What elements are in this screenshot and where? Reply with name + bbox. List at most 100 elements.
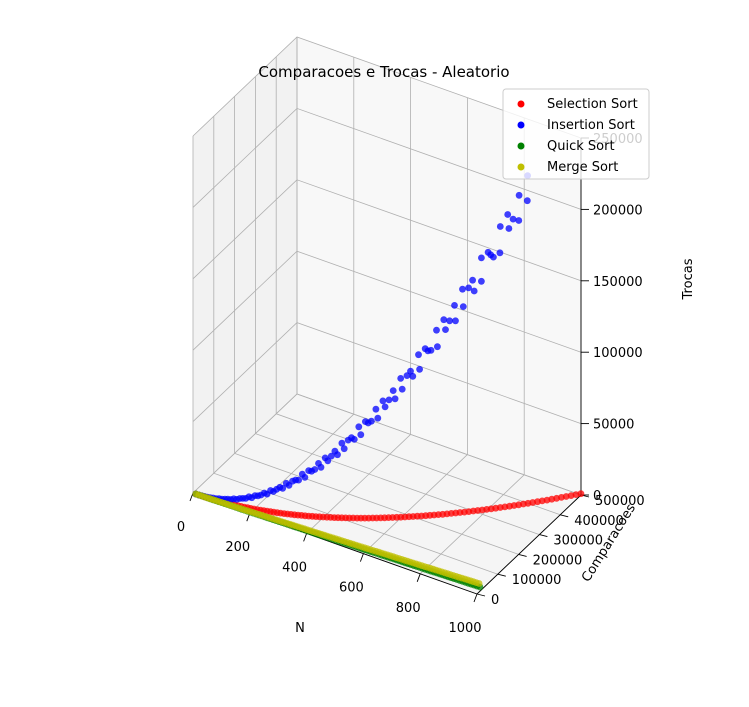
data-point xyxy=(372,405,380,413)
data-point xyxy=(385,396,393,404)
y-tick-label: 100000 xyxy=(512,573,562,588)
data-point xyxy=(440,316,448,324)
y-tick-mark xyxy=(497,573,506,577)
z-tick-label: 200000 xyxy=(593,203,643,218)
data-point xyxy=(505,225,513,232)
data-point xyxy=(446,317,453,325)
data-point xyxy=(279,484,287,492)
data-point xyxy=(478,277,485,285)
data-point xyxy=(523,197,531,205)
z-tick-label: 50000 xyxy=(593,418,634,433)
y-tick-mark xyxy=(518,553,527,557)
grid-line-z xyxy=(192,36,582,139)
legend-marker-selection-sort xyxy=(517,100,525,108)
data-point xyxy=(350,436,358,443)
y-tick-label: 200000 xyxy=(533,553,583,568)
data-point xyxy=(355,423,363,431)
chart-title: Comparacoes e Trocas - Aleatorio xyxy=(258,63,509,81)
legend-marker-quick-sort xyxy=(517,142,525,150)
data-point xyxy=(301,474,309,481)
legend-label-insertion-sort: Insertion Sort xyxy=(547,118,635,133)
data-point xyxy=(374,414,382,422)
x-tick-label: 200 xyxy=(225,540,250,555)
data-point xyxy=(496,223,504,230)
data-point xyxy=(459,285,466,293)
x-tick-label: 400 xyxy=(282,560,307,575)
data-point xyxy=(338,439,346,447)
data-point xyxy=(379,397,387,405)
data-point xyxy=(459,303,467,310)
z-tick-label: 150000 xyxy=(593,275,643,290)
x-tick-label: 600 xyxy=(339,581,364,596)
y-tick-label: 0 xyxy=(491,593,499,608)
data-point xyxy=(433,326,440,334)
y-tick-mark xyxy=(476,593,486,597)
data-point xyxy=(490,253,497,261)
x-tick-label: 0 xyxy=(177,520,185,535)
legend-label-quick-sort: Quick Sort xyxy=(547,139,615,154)
y-tick-label: 300000 xyxy=(553,534,603,549)
data-point xyxy=(496,249,504,257)
axis-lines xyxy=(189,137,590,603)
y-tick-label: 500000 xyxy=(595,494,645,509)
y-tick-mark xyxy=(539,534,548,538)
data-point xyxy=(434,343,441,351)
data-point xyxy=(475,580,483,587)
data-point xyxy=(317,463,325,471)
legend-box xyxy=(502,88,650,180)
data-point xyxy=(415,351,422,359)
y-tick-mark xyxy=(560,514,569,518)
data-point xyxy=(442,326,449,333)
data-point xyxy=(311,466,319,473)
data-point xyxy=(515,217,523,224)
grid-line-z xyxy=(192,322,582,424)
x-tick-label: 1000 xyxy=(448,621,481,636)
data-point xyxy=(324,457,332,465)
y-axis-line xyxy=(476,494,582,595)
legend-label-merge-sort: Merge Sort xyxy=(547,160,618,175)
legend-marker-insertion-sort xyxy=(517,121,525,129)
legend-marker-merge-sort xyxy=(517,163,525,171)
x-tick-mark xyxy=(473,593,478,603)
data-point xyxy=(340,445,348,453)
grid-line-z xyxy=(192,107,582,210)
x-tick-mark xyxy=(303,533,308,542)
grid-line-z xyxy=(192,179,582,282)
data-point xyxy=(577,490,585,498)
data-point xyxy=(478,254,485,262)
data-point xyxy=(398,385,406,393)
z-axis-label: Trocas xyxy=(681,258,696,300)
data-point xyxy=(416,365,423,373)
data-point xyxy=(407,367,414,375)
x-tick-mark xyxy=(359,553,364,562)
data-point xyxy=(389,387,397,394)
data-points xyxy=(192,172,585,591)
data-point xyxy=(509,215,517,223)
data-point xyxy=(409,372,417,380)
data-point xyxy=(327,452,335,460)
data-point xyxy=(469,276,476,284)
legend: Selection Sort Insertion Sort Quick Sort… xyxy=(502,88,650,180)
z-tick-label: 100000 xyxy=(593,346,643,361)
floor-pane xyxy=(193,394,581,594)
data-point xyxy=(470,287,478,295)
y-tick-label: 400000 xyxy=(574,514,624,529)
legend-label-selection-sort: Selection Sort xyxy=(547,97,638,112)
data-point xyxy=(357,431,365,439)
data-point xyxy=(295,476,302,484)
grid-line-z xyxy=(192,393,582,496)
series-merge-sort xyxy=(192,490,483,587)
grid-line-z xyxy=(192,250,582,353)
data-point xyxy=(391,395,399,403)
data-point xyxy=(465,284,472,292)
x-tick-mark xyxy=(416,573,421,582)
data-point xyxy=(504,211,512,218)
x-tick-label: 800 xyxy=(396,601,421,616)
data-point xyxy=(427,346,435,354)
data-point xyxy=(452,317,459,325)
data-point xyxy=(397,375,405,382)
side-pane xyxy=(193,37,297,493)
data-point xyxy=(381,403,389,411)
